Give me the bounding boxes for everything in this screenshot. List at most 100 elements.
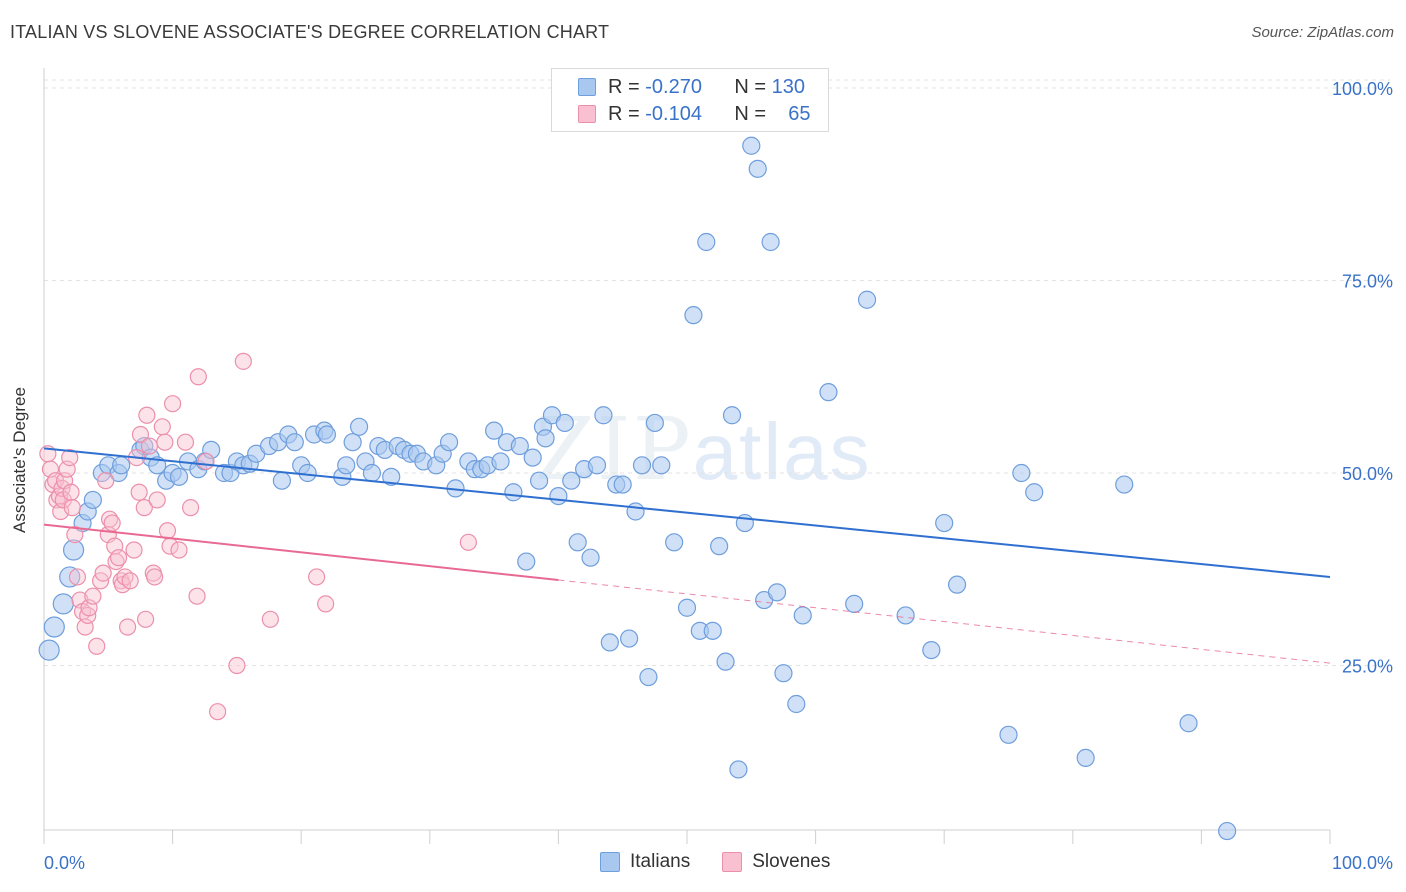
slovene-point	[88, 637, 106, 655]
italians-swatch	[600, 852, 620, 872]
italian-point	[562, 471, 581, 490]
slovene-point	[261, 610, 279, 628]
stats-legend: R = -0.270 N = 130 R = -0.104 N = 65	[551, 68, 829, 132]
slovene-point	[170, 541, 188, 559]
italian-point	[645, 413, 664, 433]
watermark-atlas: atlas	[692, 407, 872, 496]
slovene-point	[308, 568, 326, 586]
italian-point	[935, 513, 954, 533]
slovenes-trendline	[43, 523, 559, 582]
legend-row-italians: R = -0.270 N = 130	[578, 75, 805, 99]
slovene-point	[148, 491, 166, 509]
italian-point	[555, 413, 574, 433]
italian-point	[1012, 463, 1031, 483]
italian-point	[510, 436, 529, 456]
italian-point	[43, 616, 65, 638]
y-tick-label: 50.0%	[1342, 464, 1393, 484]
italian-point	[594, 406, 613, 425]
italian-point	[742, 136, 761, 155]
slovene-point	[118, 618, 137, 636]
slovene-point	[94, 564, 112, 582]
italian-point	[947, 575, 967, 594]
italian-point	[748, 159, 767, 178]
x-tick-label: 0.0%	[44, 853, 85, 873]
legend-n-label: N =	[734, 102, 767, 125]
italian-point	[337, 456, 356, 475]
italian-point	[677, 598, 697, 617]
x-tick-label: 100.0%	[1332, 853, 1393, 873]
slovene-point	[234, 352, 252, 370]
slovene-point	[459, 533, 477, 551]
italian-point	[761, 232, 780, 252]
legend-n-value: 65	[788, 102, 811, 125]
italian-point	[787, 694, 806, 714]
y-tick-label: 75.0%	[1342, 272, 1393, 292]
legend-label-italians: Italians	[630, 851, 691, 872]
italian-point	[272, 471, 292, 490]
y-tick-label: 25.0%	[1342, 657, 1393, 677]
slovene-point	[66, 525, 84, 544]
slovene-point	[156, 433, 174, 451]
slovene-point	[189, 368, 207, 386]
italian-point	[703, 621, 722, 640]
series-legend: Italians Slovenes	[600, 851, 862, 873]
italian-point	[298, 463, 317, 483]
italian-point	[896, 606, 915, 625]
slovene-point	[188, 587, 206, 605]
italian-point	[523, 448, 542, 467]
italian-point	[845, 594, 864, 614]
italian-point	[581, 548, 600, 567]
slovene-point	[84, 587, 102, 605]
italian-point	[1025, 483, 1044, 502]
italian-point	[349, 417, 369, 436]
italian-point	[857, 290, 877, 309]
italian-point	[362, 463, 382, 483]
italian-point	[485, 421, 504, 440]
italian-point	[112, 456, 131, 475]
italian-point	[504, 483, 523, 502]
legend-r-value: -0.270	[645, 75, 702, 98]
y-tick-label: 100.0%	[1332, 79, 1393, 99]
legend-item-italians[interactable]: Italians	[600, 851, 690, 873]
italian-point	[317, 425, 337, 444]
italian-point	[632, 456, 652, 475]
slovenes-trendline-extension	[558, 579, 1331, 664]
slovene-point	[209, 703, 227, 721]
italian-point	[819, 383, 838, 402]
italian-point	[665, 533, 684, 552]
italian-point	[38, 639, 60, 661]
italian-point	[710, 537, 729, 556]
italian-point	[1218, 821, 1237, 841]
italian-point	[1179, 714, 1198, 733]
chart-title: ITALIAN VS SLOVENE ASSOCIATE'S DEGREE CO…	[10, 22, 610, 42]
italian-point	[600, 633, 619, 652]
italian-point	[793, 606, 812, 625]
slovene-point	[121, 572, 139, 590]
italian-point	[1115, 475, 1134, 494]
italian-point	[729, 760, 748, 779]
legend-r-label: R =	[608, 102, 640, 125]
italian-point	[613, 475, 632, 494]
slovene-point	[61, 449, 79, 467]
legend-label-slovenes: Slovenes	[752, 851, 831, 872]
slovene-point	[97, 472, 115, 490]
slovene-point	[131, 425, 150, 444]
source-label: Source: ZipAtlas.com	[1251, 24, 1394, 41]
slovene-point	[103, 514, 121, 532]
italians-trendline	[43, 447, 1331, 578]
legend-r-label: R =	[608, 75, 640, 98]
legend-item-slovenes[interactable]: Slovenes	[722, 851, 830, 873]
italian-point	[536, 429, 555, 448]
slovenes-swatch	[578, 105, 596, 123]
slovene-point	[164, 395, 182, 413]
slovene-point	[317, 595, 335, 613]
italian-point	[684, 306, 703, 325]
italian-point	[285, 433, 304, 452]
legend-n-label: N =	[734, 75, 767, 98]
italian-point	[549, 487, 568, 506]
italian-point	[722, 406, 742, 425]
legend-n-value: 130	[771, 75, 805, 98]
italian-point	[639, 667, 658, 687]
italian-point	[716, 652, 735, 671]
